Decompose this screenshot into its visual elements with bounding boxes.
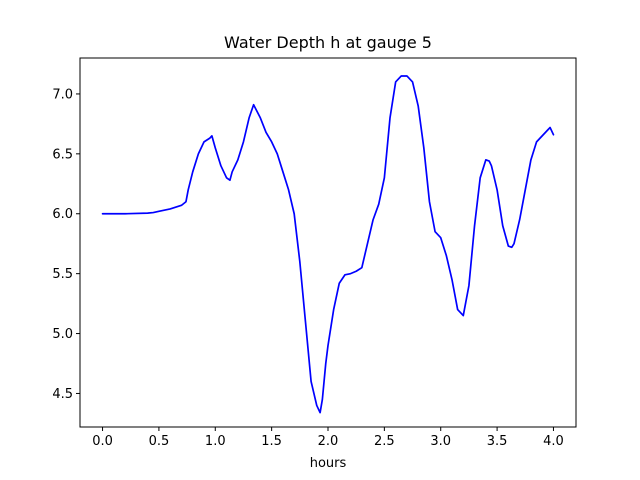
axes-frame <box>79 57 577 428</box>
x-tick-label: 3.5 <box>487 434 508 449</box>
x-tick-label: 0.5 <box>149 434 170 449</box>
x-tick-label: 1.0 <box>205 434 226 449</box>
y-tick-label: 5.0 <box>52 327 73 342</box>
x-tick-label: 4.0 <box>543 434 564 449</box>
plot-area <box>101 75 555 414</box>
x-tick-label: 2.0 <box>318 434 339 449</box>
axes: 0.0 0.5 1.0 1.5 2.0 2.5 3.0 3.5 4.0 4.5 5.0 5.5 6.0 6… <box>52 57 577 449</box>
x-tick-label: 1.5 <box>261 434 282 449</box>
y-tick-label: 4.5 <box>52 387 73 402</box>
x-axis-title: hours <box>310 456 347 471</box>
x-tick-label: 2.5 <box>374 434 395 449</box>
y-tick-label: 5.5 <box>52 267 73 282</box>
chart-title: Water Depth h at gauge 5 <box>224 33 432 52</box>
y-tick-label: 6.0 <box>52 207 73 222</box>
x-tick-label: 3.0 <box>430 434 451 449</box>
series-line-0 <box>101 75 555 414</box>
y-tick-label: 6.5 <box>52 147 73 162</box>
y-tick-label: 7.0 <box>52 87 73 102</box>
x-tick-label: 0.0 <box>92 434 113 449</box>
